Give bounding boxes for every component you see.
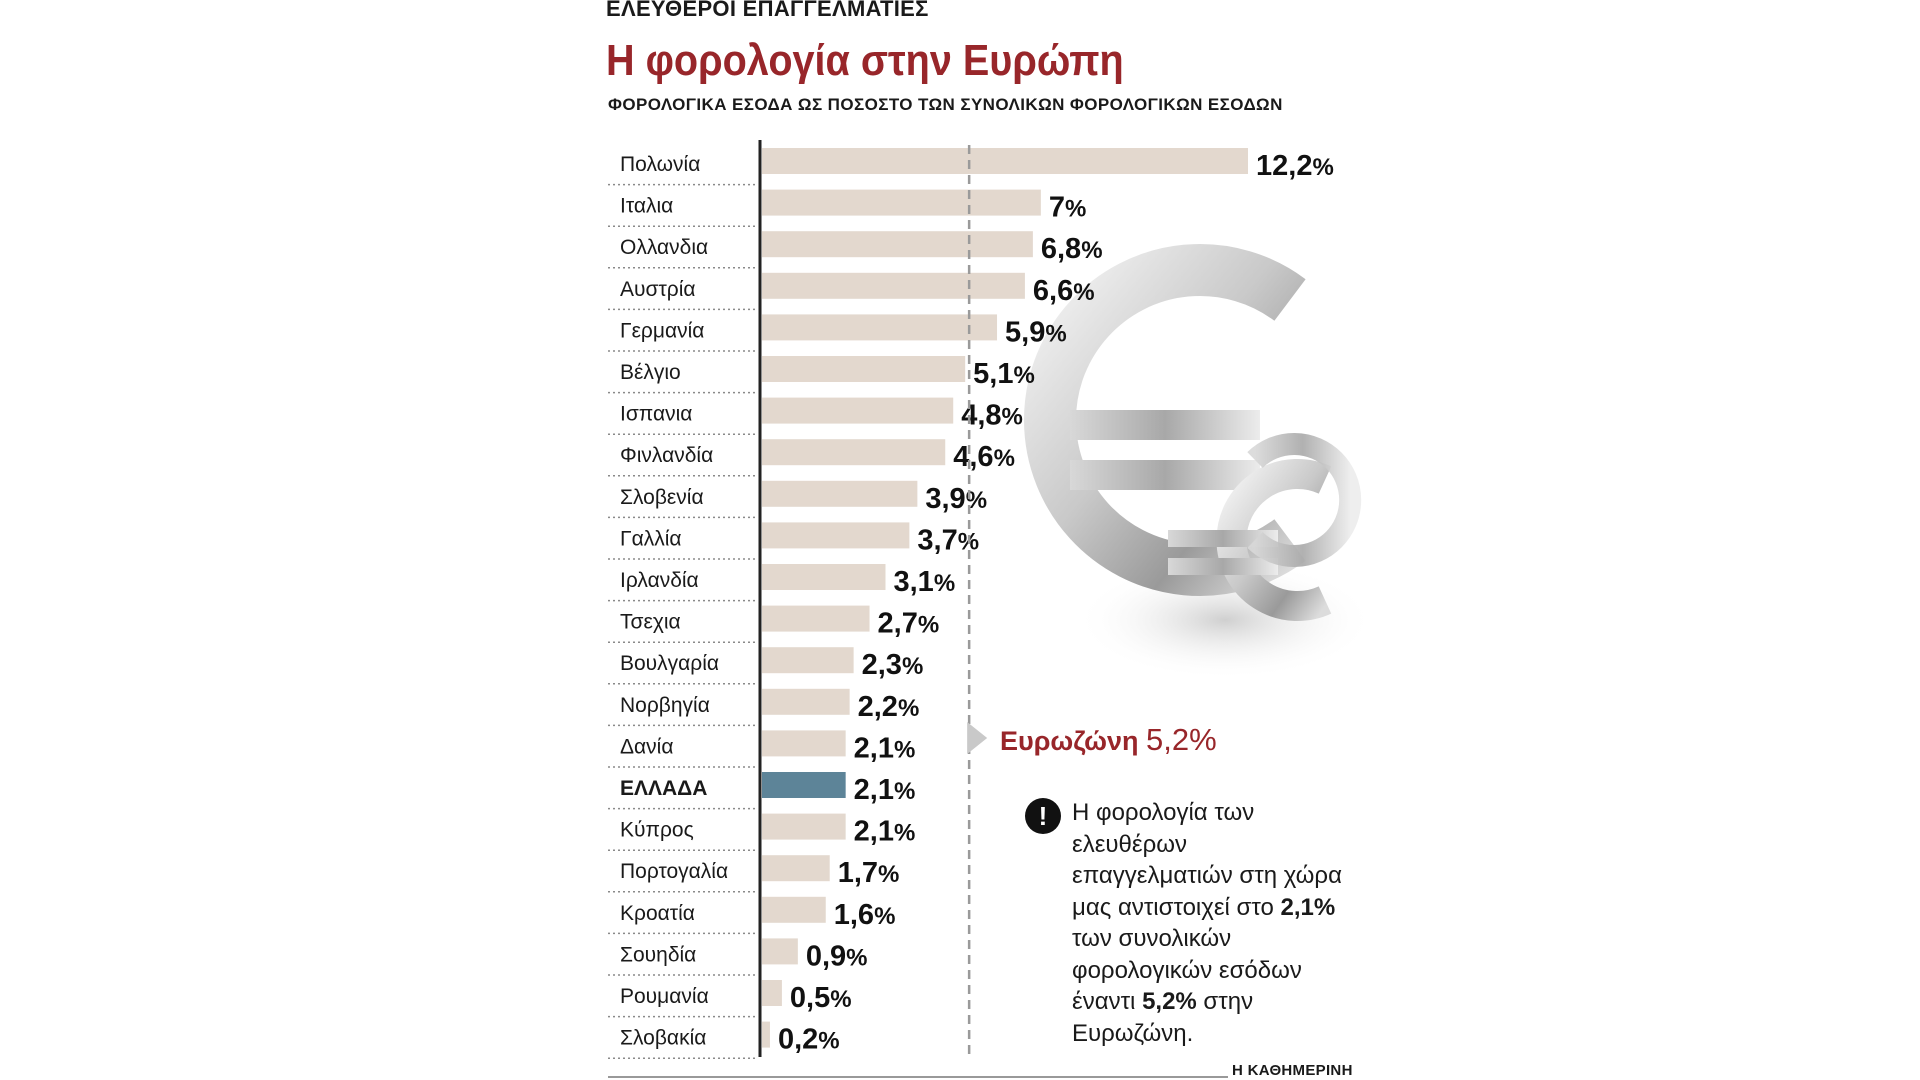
category-label: Κροατία xyxy=(620,902,695,925)
eurozone-label-text: Ευρωζώνη xyxy=(1000,726,1139,756)
value-label: 0,2% xyxy=(778,1024,840,1056)
eurozone-label: Ευρωζώνη 5,2% xyxy=(1000,722,1217,758)
category-label: Σλοβακία xyxy=(620,1027,706,1050)
category-label: Πολωνία xyxy=(620,153,700,176)
category-label: Νορβηγία xyxy=(620,694,710,717)
value-label: 2,1% xyxy=(854,816,916,848)
value-label: 5,1% xyxy=(973,358,1035,390)
category-label: Ιταλια xyxy=(620,195,673,218)
category-label: Τσεχια xyxy=(620,611,681,634)
note-text: Η φορολογία των ελευθέρων επαγγελματιών … xyxy=(1072,799,1342,1047)
category-label: Πορτογαλία xyxy=(620,860,728,883)
value-label: 5,9% xyxy=(1005,316,1067,348)
value-label: 2,1% xyxy=(854,774,916,806)
category-label: Γερμανία xyxy=(620,319,704,342)
bar xyxy=(762,314,998,341)
category-label: Σλοβενία xyxy=(620,486,704,509)
eurozone-label-value: 5,2% xyxy=(1145,722,1217,757)
category-label: Αυστρία xyxy=(620,278,696,301)
value-label: 2,1% xyxy=(854,732,916,764)
bar xyxy=(762,647,854,674)
category-label: Ρουμανία xyxy=(620,985,709,1008)
bar xyxy=(762,730,846,757)
value-label: 0,9% xyxy=(806,940,868,972)
bar xyxy=(762,813,846,840)
value-label: 1,7% xyxy=(838,857,900,889)
bar xyxy=(762,148,1248,174)
category-label: Βέλγιο xyxy=(620,361,681,384)
value-label: 6,8% xyxy=(1041,233,1103,265)
value-label: 3,1% xyxy=(893,566,955,598)
bar xyxy=(762,938,798,965)
chart-title: Η φορολογία στην Ευρώπη xyxy=(606,36,1124,85)
bar xyxy=(762,272,1025,299)
category-label: Γαλλία xyxy=(620,527,682,550)
value-label: 1,6% xyxy=(834,899,896,931)
category-label: Ισπανια xyxy=(620,403,692,426)
value-label: 12,2% xyxy=(1256,150,1334,182)
category-label: Ιρλανδία xyxy=(620,569,699,592)
category-label: Ολλανδια xyxy=(620,236,708,259)
bar xyxy=(762,564,886,590)
bar xyxy=(762,480,918,507)
category-label: ΕΛΛΑΔΑ xyxy=(620,777,707,800)
bar xyxy=(762,688,850,715)
bar xyxy=(762,855,830,882)
chart-kicker: ΕΛΕΥΘΕΡΟΙ ΕΠΑΓΓΕΛΜΑΤΙΕΣ xyxy=(606,0,929,21)
category-label: Σουηδία xyxy=(620,943,696,966)
value-label: 6,6% xyxy=(1033,275,1095,307)
bar-highlight xyxy=(762,772,846,798)
bar xyxy=(762,397,954,424)
bar xyxy=(762,189,1041,216)
bar xyxy=(762,439,946,466)
value-label: 3,9% xyxy=(925,483,987,515)
value-label: 4,6% xyxy=(953,441,1015,473)
bar xyxy=(762,980,782,1006)
value-label: 0,5% xyxy=(790,982,852,1014)
eurozone-pointer-icon xyxy=(967,722,988,754)
value-label: 2,3% xyxy=(862,649,924,681)
euro-symbols-illustration xyxy=(1024,244,1375,680)
footer-rule xyxy=(608,1076,1228,1078)
value-label: 7% xyxy=(1049,192,1086,224)
value-label: 2,2% xyxy=(858,691,920,723)
category-label: Δανία xyxy=(620,735,673,758)
exclamation-icon: ! xyxy=(1025,798,1061,834)
bar xyxy=(762,522,910,549)
category-label: Φινλανδία xyxy=(620,444,713,467)
value-label: 2,7% xyxy=(878,608,940,640)
value-label: 4,8% xyxy=(961,400,1023,432)
bar xyxy=(762,356,966,382)
bar xyxy=(762,231,1033,258)
bar xyxy=(762,605,870,632)
category-label: Κύπρος xyxy=(620,819,694,842)
category-label: Βουλγαρία xyxy=(620,652,719,675)
bar xyxy=(762,1021,770,1048)
chart-subtitle: ΦΟΡΟΛΟΓΙΚΑ ΕΣΟΔΑ ΩΣ ΠΟΣΟΣΤΟ ΤΩΝ ΣΥΝΟΛΙΚΩ… xyxy=(608,95,1283,114)
bar xyxy=(762,896,826,923)
source-credit: Η ΚΑΘΗΜΕΡΙΝΗ xyxy=(1232,1062,1353,1079)
